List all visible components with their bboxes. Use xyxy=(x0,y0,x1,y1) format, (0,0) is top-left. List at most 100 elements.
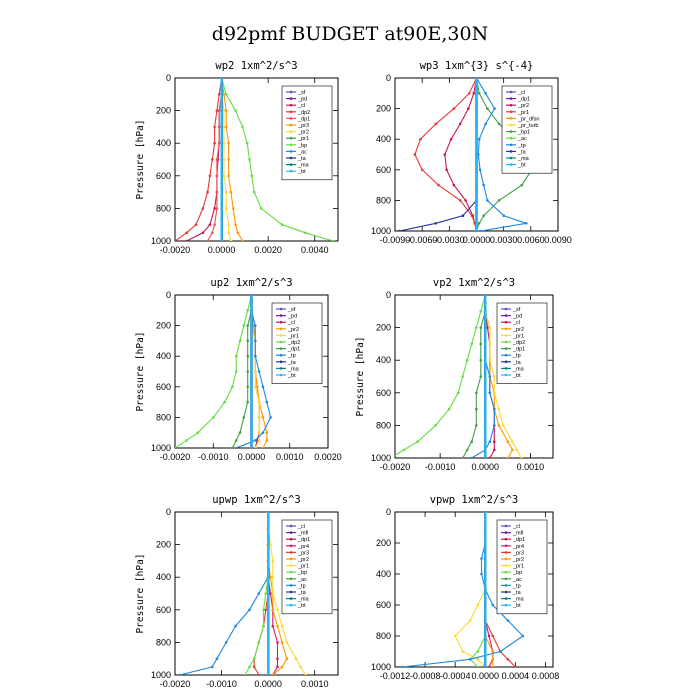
legend-label: _pd xyxy=(512,314,522,320)
legend-label: _ta xyxy=(297,156,307,162)
series-point-pr1 xyxy=(493,375,496,378)
legend-label: _sf xyxy=(297,90,306,96)
series-point-tp xyxy=(493,424,496,427)
series-point-dp2 xyxy=(246,309,249,312)
plot-frame xyxy=(394,511,554,668)
series-point-cl xyxy=(185,239,188,241)
legend-label: _dp1 xyxy=(512,537,525,543)
y-tick-label: 1000 xyxy=(371,662,391,672)
legend-marker xyxy=(509,123,513,127)
series-point-bp xyxy=(257,641,261,644)
series-point-dp2 xyxy=(185,439,188,442)
legend-marker xyxy=(504,564,508,567)
legend-label: _ac xyxy=(512,577,522,583)
series-point-pr1 xyxy=(413,153,417,156)
y-axis-label: Pressure [hPa] xyxy=(135,331,146,411)
series-point-cl xyxy=(493,440,496,444)
legend-marker xyxy=(509,130,513,133)
x-tick-label: 0.0020 xyxy=(254,245,282,255)
series-point-pr1 xyxy=(453,634,457,638)
legend-label: _cl xyxy=(297,524,305,530)
legend-marker xyxy=(504,367,508,370)
x-tick-label: 0.0020 xyxy=(314,452,342,462)
series-point-pr1 xyxy=(511,440,514,444)
series-point-pr3 xyxy=(252,665,256,669)
legend-marker xyxy=(279,353,283,357)
series-point-dp2 xyxy=(211,158,214,161)
series-point-bp xyxy=(262,624,265,628)
series-point-tp xyxy=(254,354,257,358)
series-point-pr2 xyxy=(222,141,226,145)
legend-label: _pd xyxy=(287,314,297,320)
series-point-pr1 xyxy=(434,122,438,126)
series-point-tp xyxy=(215,657,219,660)
series-point-dp2 xyxy=(215,109,219,112)
series-line-dp2 xyxy=(175,78,223,241)
legend-marker xyxy=(509,110,513,114)
series-point-tp xyxy=(468,658,472,661)
series-point-pr1 xyxy=(299,665,303,669)
series-point-pr1 xyxy=(468,619,472,622)
legend-marker xyxy=(509,150,513,153)
series-point-ta xyxy=(434,222,438,225)
series-point-dp1 xyxy=(246,370,249,373)
y-tick-label: 600 xyxy=(376,388,391,398)
y-tick-label: 400 xyxy=(156,351,171,361)
series-point-pr2 xyxy=(224,207,228,210)
series-line-pr1 xyxy=(267,512,306,675)
legend-label: _ta xyxy=(512,360,522,366)
x-tick-label: -0.0010 xyxy=(206,679,237,689)
series-point-ta xyxy=(398,229,401,231)
legend-label: _pr2 xyxy=(297,130,309,136)
legend-marker xyxy=(509,90,513,94)
series-point-pr2 xyxy=(452,183,456,187)
panel-title: upwp 1xm^2/s^3 xyxy=(212,494,301,506)
series-point-pr2 xyxy=(222,158,226,161)
x-tick-label: 0.0000 xyxy=(254,679,282,689)
series-point-bp xyxy=(252,190,256,194)
y-tick-label: 800 xyxy=(376,631,391,641)
legend-label: _ma xyxy=(512,597,525,603)
panel-title: vpwp 1xm^2/s^3 xyxy=(430,494,519,506)
legend-marker xyxy=(289,169,293,173)
series-point-pr3 xyxy=(257,673,261,675)
legend-label: _pr1 xyxy=(297,136,309,142)
series-point-pr2 xyxy=(472,92,476,95)
series-point-pr2 xyxy=(271,673,275,675)
legend-marker xyxy=(504,557,508,561)
legend-marker xyxy=(504,360,508,364)
series-point-pr2 xyxy=(222,174,226,178)
legend-label: _pr2 xyxy=(287,327,299,333)
series-point-dp1 xyxy=(475,424,478,427)
y-tick-label: 1000 xyxy=(151,443,171,453)
x-tick-label: -0.0008 xyxy=(410,671,441,681)
series-point-pr2 xyxy=(449,137,453,141)
series-point-tp xyxy=(479,229,483,231)
plot-frame xyxy=(174,77,339,242)
series-point-pr1 xyxy=(461,650,465,653)
legend-label: _bp1 xyxy=(517,130,530,136)
series-point-dp1 xyxy=(461,456,464,458)
series-point-pr1 xyxy=(476,603,480,607)
series-point-tp xyxy=(257,370,261,373)
legend-label: _ac xyxy=(297,149,307,155)
legend-label: _mfl xyxy=(512,531,523,537)
chart-panel-4: vp2 1xm^2/s^3 Pressure [hPa] 0 200 400 600 800… xyxy=(355,277,554,472)
y-tick-label: 200 xyxy=(376,538,391,548)
series-point-dp2 xyxy=(208,174,212,178)
series-point-pr1 xyxy=(271,592,275,595)
figure-title: d92pmf BUDGET at90E,30N xyxy=(212,23,488,45)
legend-label: _ma xyxy=(517,156,530,162)
series-point-dp1 xyxy=(213,223,216,226)
series-point-dp2 xyxy=(465,358,469,362)
legend-label: _bt xyxy=(517,163,526,169)
panel-title: wp2 1xm^2/s^3 xyxy=(215,60,297,72)
series-point-dp2 xyxy=(213,125,216,129)
series-point-dp2 xyxy=(206,190,209,194)
legend-label: _dp2 xyxy=(287,340,300,346)
series-point-pr1 xyxy=(419,137,422,141)
series-point-pr3 xyxy=(224,109,228,112)
legend-marker xyxy=(504,320,508,324)
series-point-bp1 xyxy=(477,92,481,95)
